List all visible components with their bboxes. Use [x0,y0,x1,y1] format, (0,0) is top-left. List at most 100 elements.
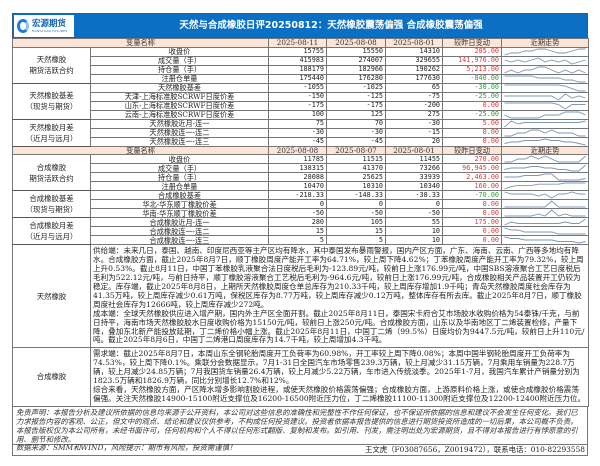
group-label: 天然橡胶 期货活跃合约 [12,46,91,84]
sparkline-line [504,76,585,82]
variable-name: 合成橡胶连一-连三 [89,235,270,246]
sparkline-cell [501,82,590,93]
change-cell: 0.00 [442,208,503,219]
table-row: 华南-华东顺丁橡胶价差 -50 -50 -50 0.00 [13,208,590,219]
variable-name: 天然橡胶近月-连一 [89,118,270,129]
value-cell: -50 [326,208,387,219]
table-row: 山东-上海标准胶SCRWF日度价差 -175 -175 -200 0.00 [13,100,590,111]
variable-name: 成交量（手） [89,163,270,174]
value-cell: 0 [268,199,328,210]
variable-name: 注册仓单量 [89,73,270,84]
sparkline-cell [501,64,590,75]
variable-name: 山东-上海标准胶SCRWF日度价差 [89,100,270,111]
table-row: 注册仓单量 10470 10310 10340 160.00 [13,181,590,192]
value-cell: -45 [268,136,328,147]
column-header: 2025-08-07 [326,145,387,156]
sparkline-line [504,67,585,73]
change-cell: 0.00 [442,235,503,246]
sparkline-line [504,49,585,55]
value-cell: 15 [268,226,328,237]
change-cell: 270.00 [442,154,503,165]
analysis-paragraph: 综合来看，天然橡胶方面，产区降水增多影响割胶进程，或使天然橡胶价格震荡偏强；合成… [93,384,586,403]
change-cell: 0.00 [442,199,503,210]
sparkline-cell [501,199,590,210]
value-cell: 5 [326,235,387,246]
column-header: 变量名称 [11,145,270,156]
sparkline-cell [501,217,590,228]
change-cell: -25.00 [442,91,503,102]
value-cell: 0 [385,199,444,210]
column-header: 2025-08-11 [268,38,328,48]
value-cell: 188179 [268,64,328,75]
sparkline-cell [501,181,590,192]
sparkline-cell [501,118,590,129]
value-cell: 275 [385,109,444,120]
sparkline-line [504,130,585,136]
sparkline-cell [501,109,590,120]
column-header: 较昨日变动 [442,145,503,156]
sparkline-line [504,174,585,180]
value-cell: -50 [385,208,444,219]
disclaimer-text: 免责声明：本报告分析及建议所依据的信息均来源于公开资料，本公司对这些信息的准确性… [16,407,578,444]
value-cell: 15 [326,226,387,237]
column-header: 2025-08-01 [385,145,444,156]
variable-name: 注册仓单量 [89,181,270,192]
sparkline-chart [502,48,588,56]
change-cell: 0.00 [442,127,503,138]
table-row: 天然橡胶 期货活跃合约 收盘价 15755 15550 14310 205.00 [12,46,590,84]
variable-name: 持仓量（手） [89,172,270,183]
company-logo: 宏源期货 HONGYUAN FUTURES [14,15,74,37]
sparkline-chart [502,129,588,137]
change-cell: -70.00 [442,190,503,201]
analysis-label: 天然橡胶 [12,244,91,349]
sparkline-chart [502,66,588,74]
variable-name: 合成橡胶基差 [89,190,270,201]
change-cell: 5,213.00 [442,64,503,75]
value-cell: -30 [268,127,328,138]
sparkline-chart [502,191,588,199]
variable-name: 天然橡胶基差 [89,82,270,93]
analysis-row: 天然橡胶 供给端：未来几日，泰国、越南、印度尼西亚等主产区均有降水，其中泰国发布暴… [12,244,590,349]
sparkline-line [504,58,585,64]
sparkline-cell [501,100,590,111]
sparkline-chart [502,218,588,226]
change-cell: 2,463.00 [442,172,503,183]
table-row: 天然橡胶基差 （现货与期货） 天然橡胶基差 -1055 -1025 65 -30.00 [12,82,590,120]
column-header: 2025-08-01 [385,38,444,48]
value-cell: -148.33 [326,190,387,201]
value-cell: 329655 [385,55,444,66]
table-row: 持仓量（手） 188179 182966 190262 5,213.00 [13,64,590,75]
column-header: 2025-08-08 [268,145,328,156]
value-cell: 125 [326,109,387,120]
sparkline-cell [501,190,590,201]
change-cell: 5.00 [442,118,503,129]
change-cell: 0.00 [442,100,503,111]
change-cell: -30.00 [442,82,503,93]
sparkline-cell [501,91,590,102]
variable-name: 收盘价 [89,154,270,165]
value-cell: 20 [385,136,444,147]
sparkline-line [504,228,585,234]
value-cell: 280 [268,217,328,228]
sparkline-cell [501,55,590,66]
data-table: 变量名称 2025-08-11 2025-08-08 2025-08-01 较昨日变动近… [11,38,590,407]
variable-name: 天津-上海标准胶SCRWF日度价差 [89,91,270,102]
column-header: 近期走势 [501,38,590,48]
sparkline-cell [501,163,590,174]
analysis-text: 供给端：未来几日，泰国、越南、印度尼西亚等主产区均有降水，其中泰国发布暴雨警报，… [89,244,590,349]
group-label: 合成橡胶月差 （近月与远月） [12,217,91,246]
value-cell: -1025 [326,82,387,93]
sparkline-chart [502,120,588,128]
value-cell: 105 [326,217,387,228]
variable-name: 持仓量（手） [89,64,270,75]
value-cell: 415983 [268,55,328,66]
sparkline-cell [501,208,590,219]
sparkline-chart [502,227,588,235]
value-cell: 10 [385,226,444,237]
value-cell: 28088 [268,172,328,183]
sparkline-cell [501,127,590,138]
sparkline-line [504,121,585,127]
value-cell: -1055 [268,82,328,93]
analysis-paragraph: 成本端：全球天然橡胶供应进入增产期，国内外主产区全面开割。截止2025年8月11… [93,308,585,345]
change-cell: -840.00 [442,73,503,84]
